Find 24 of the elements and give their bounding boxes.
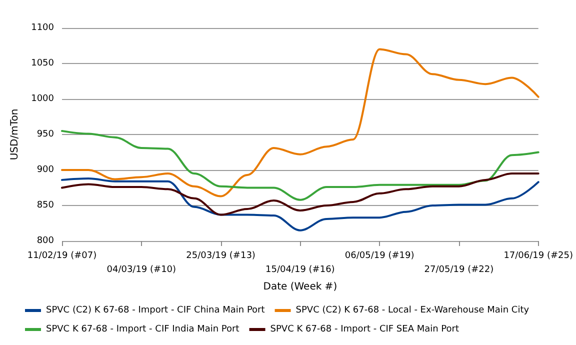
line-series [61,48,540,198]
y-axis-title: USD/mTon [10,108,21,160]
x-tick-label: 25/03/19 (#13) [186,251,256,261]
y-tick-label: 800 [36,236,54,246]
y-tick-label: 950 [36,130,54,140]
y-tick-label: 1050 [31,58,54,68]
legend-label: SPVC (C2) K 67-68 - Local - Ex-Warehouse Main City [296,306,530,316]
y-tick-label: 1000 [31,94,54,104]
x-tick-label: 04/03/19 (#10) [106,265,176,275]
x-tick-label: 15/04/19 (#16) [266,265,335,275]
x-tick-label: 27/05/19 (#22) [424,265,494,275]
y-tick-label: 850 [36,200,54,210]
y-tick-label: 1100 [31,23,54,33]
x-tick-label: 11/02/19 (#07) [27,251,97,261]
y-tick-label: 900 [36,165,54,175]
line-series [61,178,540,232]
x-tick-label: 17/06/19 (#25) [504,251,574,261]
legend-label: SPVC K 67-68 - Import - CIF SEA Main Port [270,324,460,334]
line-series [61,130,540,201]
legend-label: SPVC (C2) K 67-68 - Import - CIF China Main Port [46,306,266,316]
x-axis-title: Date (Week #) [263,281,338,292]
legend-label: SPVC K 67-68 - Import - CIF India Main Port [46,324,240,334]
line-series [61,172,540,216]
x-tick-label: 06/05/19 (#19) [344,251,414,261]
